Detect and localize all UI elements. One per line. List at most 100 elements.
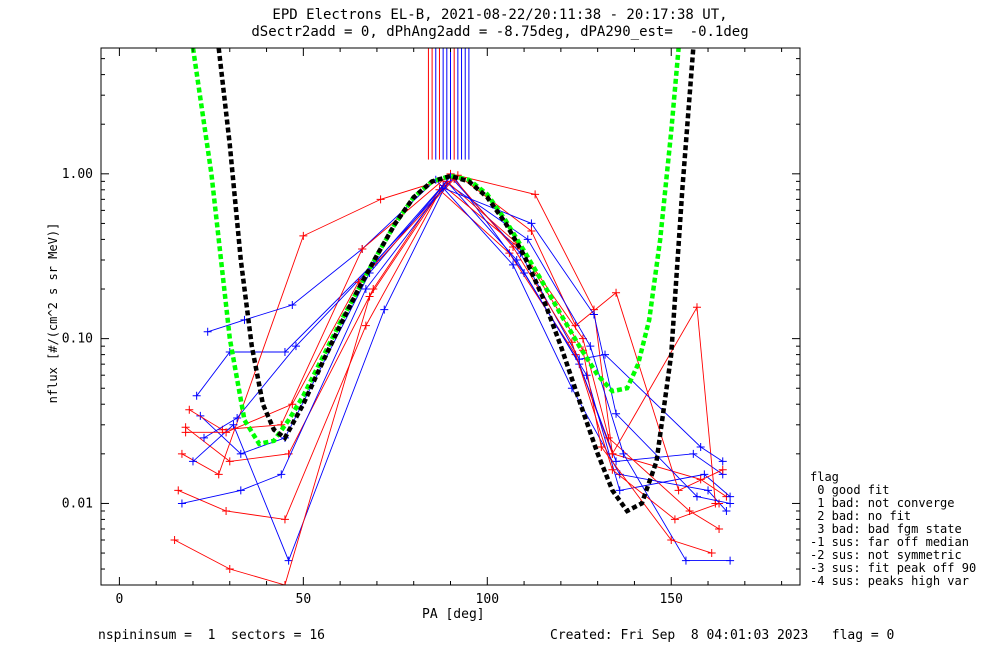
legend-item: -1 sus: far off median (810, 535, 969, 549)
data-point-marker (520, 269, 529, 278)
data-point-marker (229, 420, 238, 429)
data-point-marker (358, 244, 367, 253)
legend-item: 2 bad: no fit (810, 509, 912, 523)
data-point-marker (236, 449, 245, 458)
data-point-marker (277, 470, 286, 479)
data-point-marker (376, 195, 385, 204)
legend-item: -2 sus: not symmetric (810, 548, 962, 562)
data-point-marker (288, 400, 297, 409)
data-series-line (178, 184, 720, 530)
data-point-marker (704, 486, 713, 495)
data-point-marker (200, 433, 209, 442)
data-point-marker (236, 486, 245, 495)
data-point-marker (177, 449, 186, 458)
data-point-marker (612, 288, 621, 297)
data-point-marker (185, 405, 194, 414)
data-series-line (199, 180, 723, 475)
y-axis-label: nflux [#/(cm^2 s sr MeV)] (46, 222, 60, 404)
chart-title-line1: EPD Electrons EL-B, 2021-08-22/20:11:38 … (272, 7, 728, 23)
data-point-marker (726, 492, 735, 501)
data-point-marker (722, 506, 731, 515)
data-point-marker (696, 443, 705, 452)
data-point-marker (188, 457, 197, 466)
data-point-marker (692, 303, 701, 312)
data-point-marker (619, 449, 628, 458)
data-point-marker (225, 457, 234, 466)
legend-item: -3 sus: fit peak off 90 (810, 561, 977, 575)
data-point-marker (170, 536, 179, 545)
data-series-line (174, 180, 712, 585)
fit-curve-black (216, 48, 696, 514)
data-point-marker (361, 321, 370, 330)
data-series-line (189, 173, 716, 504)
flag-legend: flag 0 good fit 1 bad: not converge 2 ba… (810, 471, 976, 588)
data-point-marker (527, 226, 536, 235)
x-tick-label: 0 (115, 592, 123, 607)
data-point-marker (280, 515, 289, 524)
data-point-marker (222, 506, 231, 515)
data-point-marker (299, 231, 308, 240)
x-axis-label: PA [deg] (422, 607, 485, 622)
data-point-marker (177, 499, 186, 508)
data-point-marker (291, 342, 300, 351)
data-point-marker (597, 443, 606, 452)
data-point-marker (696, 475, 705, 484)
data-point-marker (531, 190, 540, 199)
y-tick-label: 0.01 (62, 496, 93, 511)
legend-item: 0 good fit (810, 483, 890, 497)
data-point-marker (523, 235, 532, 244)
data-point-marker (181, 428, 190, 437)
y-tick-label: 1.00 (62, 167, 93, 182)
data-point-marker (284, 449, 293, 458)
data-point-marker (365, 292, 374, 301)
y-tick-label: 0.10 (62, 332, 93, 347)
data-point-marker (718, 457, 727, 466)
chart-title-line2: dSectr2add = 0, dPhAng2add = -8.75deg, d… (251, 24, 749, 40)
data-series-line (181, 187, 731, 504)
data-point-marker (707, 549, 716, 558)
data-point-marker (509, 260, 518, 269)
data-point-marker (601, 350, 610, 359)
data-point-marker (203, 327, 212, 336)
data-point-marker (604, 433, 613, 442)
footer-created-info: Created: Fri Sep 8 04:01:03 2023 flag = … (550, 628, 895, 643)
data-point-marker (726, 556, 735, 565)
data-point-marker (280, 581, 289, 585)
data-point-marker (608, 465, 617, 474)
data-point-marker (509, 242, 518, 251)
fit-curve-green (190, 48, 681, 447)
data-point-marker (288, 300, 297, 309)
data-point-marker (284, 556, 293, 565)
data-point-marker (589, 310, 598, 319)
data-point-marker (715, 524, 724, 533)
data-point-marker (670, 515, 679, 524)
data-point-marker (674, 486, 683, 495)
data-point-marker (575, 355, 584, 364)
x-tick-label: 150 (659, 592, 682, 607)
data-point-marker (222, 428, 231, 437)
data-point-marker (192, 391, 201, 400)
data-point-marker (527, 219, 536, 228)
legend-item: -4 sus: peaks high var (810, 574, 969, 588)
data-point-marker (689, 449, 698, 458)
data-series-line (203, 176, 723, 462)
data-point-marker (718, 465, 727, 474)
data-point-marker (692, 492, 701, 501)
data-point-marker (681, 556, 690, 565)
data-point-marker (567, 338, 576, 347)
data-series-line (192, 182, 731, 562)
data-point-marker (612, 409, 621, 418)
data-point-marker (586, 342, 595, 351)
data-point-marker (726, 499, 735, 508)
legend-item: 3 bad: bad fgm state (810, 522, 962, 536)
data-point-marker (582, 371, 591, 380)
data-point-marker (667, 536, 676, 545)
plot-area (170, 48, 735, 585)
data-point-marker (439, 184, 448, 193)
data-point-marker (214, 470, 223, 479)
data-point-marker (174, 486, 183, 495)
data-series-line (185, 178, 720, 520)
data-point-marker (225, 565, 234, 574)
data-point-marker (380, 305, 389, 314)
